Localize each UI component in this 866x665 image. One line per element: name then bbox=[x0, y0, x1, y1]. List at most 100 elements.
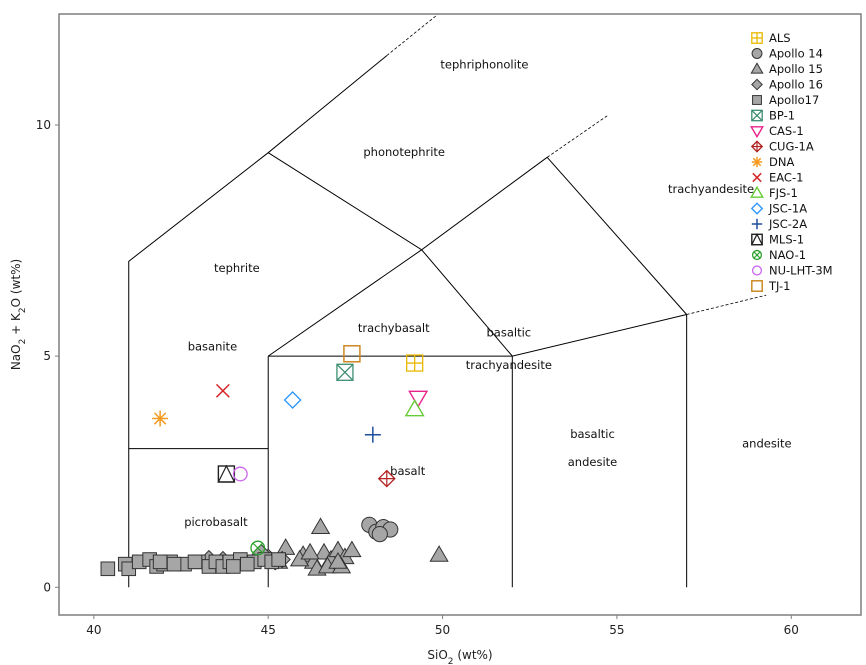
legend-item: Apollo17 bbox=[752, 93, 819, 107]
data-point bbox=[100, 561, 116, 577]
legend-item: EAC-1 bbox=[752, 171, 803, 185]
y-tick-label: 10 bbox=[36, 118, 51, 132]
legend-item: Apollo 16 bbox=[751, 78, 823, 92]
legend-marker bbox=[750, 232, 764, 246]
series-nao-1 bbox=[250, 540, 266, 556]
data-point bbox=[275, 538, 296, 555]
data-point bbox=[429, 545, 449, 562]
data-point bbox=[300, 542, 320, 560]
legend-label: DNA bbox=[769, 155, 794, 169]
series-apollo-14 bbox=[361, 516, 399, 543]
region-label: basalt bbox=[390, 464, 426, 478]
data-point bbox=[328, 552, 348, 569]
data-point bbox=[336, 363, 354, 381]
legend-label: CAS-1 bbox=[769, 124, 804, 138]
data-point bbox=[166, 556, 182, 572]
legend-label: NAO-1 bbox=[769, 248, 806, 262]
legend-marker bbox=[752, 95, 762, 105]
region-label: picrobasalt bbox=[184, 515, 248, 529]
legend-label: CUG-1A bbox=[769, 140, 814, 154]
legend-label: Apollo 16 bbox=[769, 78, 823, 92]
legend-label: TJ-1 bbox=[768, 279, 790, 293]
data-point bbox=[187, 554, 203, 570]
data-point bbox=[342, 540, 362, 558]
y-tick-label: 0 bbox=[43, 580, 51, 594]
x-axis-title: SiO2 (wt%) bbox=[427, 648, 492, 665]
legend-item: ALS bbox=[751, 31, 791, 45]
legend-item: NAO-1 bbox=[751, 248, 806, 262]
legend-item: FJS-1 bbox=[750, 185, 798, 200]
series-als bbox=[406, 354, 424, 372]
tas-boundary-line bbox=[546, 156, 688, 315]
series-fjs-1 bbox=[404, 399, 425, 417]
data-point bbox=[404, 399, 425, 417]
legend-marker bbox=[751, 109, 763, 122]
region-label: basaltic bbox=[570, 427, 615, 441]
x-tick-label: 40 bbox=[86, 623, 101, 637]
region-label: phonotephrite bbox=[363, 145, 445, 159]
legend-item: BP-1 bbox=[751, 109, 795, 123]
tas-boundary-line bbox=[511, 314, 687, 588]
series-nu-lht-3m bbox=[232, 466, 248, 482]
x-tick-label: 60 bbox=[784, 623, 799, 637]
data-point bbox=[217, 464, 236, 483]
data-point bbox=[408, 390, 429, 408]
region-label: tephrite bbox=[214, 261, 260, 275]
legend-item: JSC-2A bbox=[751, 217, 807, 231]
data-point bbox=[152, 554, 168, 570]
data-point bbox=[250, 540, 266, 556]
legend-marker bbox=[751, 265, 763, 276]
legend-marker bbox=[751, 156, 763, 168]
series-jsc-1a bbox=[283, 391, 302, 410]
series-apollo-15 bbox=[269, 517, 449, 576]
legend-marker bbox=[750, 140, 764, 153]
data-point bbox=[406, 354, 424, 372]
legend-item: CUG-1A bbox=[750, 140, 814, 154]
legend-label: JSC-1A bbox=[768, 202, 807, 216]
legend-marker bbox=[751, 280, 763, 292]
region-label: trachyandesite bbox=[466, 358, 552, 372]
legend-label: ALS bbox=[769, 31, 791, 45]
series-cug-1a bbox=[377, 469, 396, 488]
legend-label: EAC-1 bbox=[769, 171, 803, 185]
legend-item: CAS-1 bbox=[750, 124, 804, 139]
legend-marker bbox=[750, 202, 764, 215]
data-point bbox=[371, 525, 388, 543]
series-jsc-2a bbox=[364, 426, 381, 443]
series-dna bbox=[152, 410, 169, 427]
tas-boundary-dashed bbox=[546, 114, 609, 158]
series-cas-1 bbox=[408, 390, 429, 408]
legend-label: NU-LHT-3M bbox=[769, 264, 833, 278]
series-mls-1 bbox=[217, 464, 236, 483]
data-point bbox=[215, 383, 230, 398]
data-point bbox=[232, 466, 248, 482]
region-label: basaltic bbox=[487, 325, 532, 339]
legend-marker bbox=[752, 172, 762, 183]
data-point bbox=[364, 426, 381, 443]
data-point bbox=[377, 469, 396, 488]
region-label: andesite bbox=[742, 436, 791, 450]
data-points bbox=[100, 345, 449, 577]
legend-marker bbox=[750, 185, 764, 198]
region-label: basanite bbox=[188, 339, 237, 353]
legend-item: Apollo 14 bbox=[751, 47, 823, 61]
legend-item: Apollo 15 bbox=[750, 62, 823, 76]
x-tick-label: 45 bbox=[261, 623, 276, 637]
legend-marker bbox=[751, 48, 763, 59]
data-point bbox=[271, 552, 286, 567]
legend-marker bbox=[751, 32, 763, 44]
x-tick-label: 55 bbox=[609, 623, 624, 637]
tas-boundary-line bbox=[128, 55, 388, 588]
legend-marker bbox=[750, 126, 764, 139]
data-point bbox=[283, 391, 302, 410]
series-bp-1 bbox=[336, 363, 354, 381]
x-axis-ticks: 40 45 50 55 60 bbox=[86, 615, 799, 637]
legend-marker bbox=[750, 62, 764, 74]
legend-marker bbox=[751, 78, 763, 91]
data-point bbox=[152, 410, 169, 427]
region-label: trachyandesite bbox=[668, 182, 754, 196]
legend-label: FJS-1 bbox=[769, 186, 798, 200]
tas-boundary-line bbox=[267, 249, 513, 357]
